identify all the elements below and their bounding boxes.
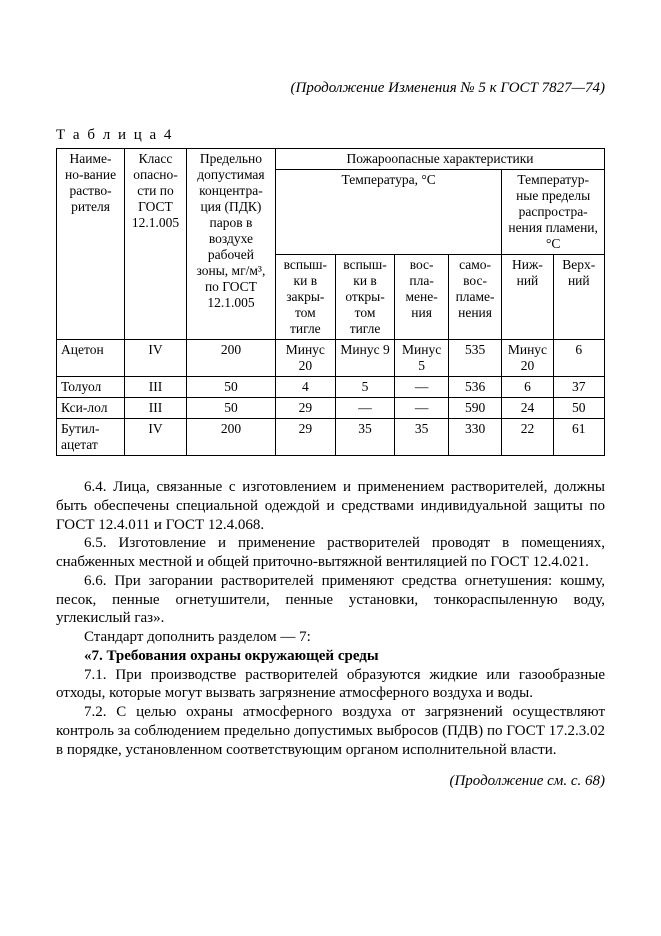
cell-pdk: 200 bbox=[186, 419, 275, 456]
cell-closed: 29 bbox=[275, 419, 335, 456]
cell-self: 535 bbox=[448, 340, 501, 377]
paragraph-64: 6.4. Лица, связанные с изготовлением и п… bbox=[56, 478, 605, 534]
cell-class: IV bbox=[125, 419, 187, 456]
cell-ignite: Минус 5 bbox=[395, 340, 448, 377]
col-spread: Температур-ные пределы распростра-нения … bbox=[502, 170, 605, 255]
col-name: Наиме-но-вание раство-рителя bbox=[57, 149, 125, 340]
cell-high: 37 bbox=[553, 377, 604, 398]
cell-open: 35 bbox=[335, 419, 395, 456]
cell-low: Минус 20 bbox=[502, 340, 553, 377]
cell-open: Минус 9 bbox=[335, 340, 395, 377]
cell-pdk: 200 bbox=[186, 340, 275, 377]
col-pdk: Предельно допустимая концентра-ция (ПДК)… bbox=[186, 149, 275, 340]
cell-high: 6 bbox=[553, 340, 604, 377]
paragraph-71: 7.1. При производстве растворителей обра… bbox=[56, 666, 605, 704]
table-row: Толуол III 50 4 5 — 536 6 37 bbox=[57, 377, 605, 398]
footer-continuation: (Продолжение см. с. 68) bbox=[56, 773, 605, 790]
paragraph-add: Стандарт дополнить разделом — 7: bbox=[56, 628, 605, 647]
header-continuation: (Продолжение Изменения № 5 к ГОСТ 7827—7… bbox=[56, 80, 605, 97]
sub-high: Верх-ний bbox=[553, 255, 604, 340]
body-text: 6.4. Лица, связанные с изготовлением и п… bbox=[56, 478, 605, 759]
cell-name: Кси-лол bbox=[57, 398, 125, 419]
paragraph-72: 7.2. С целью охраны атмосферного воздуха… bbox=[56, 703, 605, 759]
cell-self: 536 bbox=[448, 377, 501, 398]
table-row: Бутил-ацетат IV 200 29 35 35 330 22 61 bbox=[57, 419, 605, 456]
cell-closed: Минус 20 bbox=[275, 340, 335, 377]
sub-open: вспыш-ки в откры-том тигле bbox=[335, 255, 395, 340]
cell-ignite: — bbox=[395, 377, 448, 398]
sub-self: само-вос-пламе-нения bbox=[448, 255, 501, 340]
cell-low: 6 bbox=[502, 377, 553, 398]
cell-high: 61 bbox=[553, 419, 604, 456]
cell-ignite: — bbox=[395, 398, 448, 419]
cell-name: Бутил-ацетат bbox=[57, 419, 125, 456]
cell-class: IV bbox=[125, 340, 187, 377]
cell-ignite: 35 bbox=[395, 419, 448, 456]
cell-closed: 4 bbox=[275, 377, 335, 398]
cell-name: Толуол bbox=[57, 377, 125, 398]
document-page: (Продолжение Изменения № 5 к ГОСТ 7827—7… bbox=[0, 0, 661, 936]
paragraph-65: 6.5. Изготовление и применение растворит… bbox=[56, 534, 605, 572]
table-row: Кси-лол III 50 29 — — 590 24 50 bbox=[57, 398, 605, 419]
table-caption: Т а б л и ц а 4 bbox=[56, 127, 605, 144]
paragraph-7-title: «7. Требования охраны окружающей среды bbox=[56, 647, 605, 666]
cell-low: 24 bbox=[502, 398, 553, 419]
sub-closed: вспыш-ки в закры-том тигле bbox=[275, 255, 335, 340]
cell-low: 22 bbox=[502, 419, 553, 456]
sub-ignite: вос-пла-мене-ния bbox=[395, 255, 448, 340]
data-table: Наиме-но-вание раство-рителя Класс опасн… bbox=[56, 148, 605, 456]
sub-low: Ниж-ний bbox=[502, 255, 553, 340]
table-row: Ацетон IV 200 Минус 20 Минус 9 Минус 5 5… bbox=[57, 340, 605, 377]
cell-pdk: 50 bbox=[186, 398, 275, 419]
paragraph-66: 6.6. При загорании растворителей применя… bbox=[56, 572, 605, 628]
cell-open: 5 bbox=[335, 377, 395, 398]
cell-high: 50 bbox=[553, 398, 604, 419]
cell-pdk: 50 bbox=[186, 377, 275, 398]
col-fire: Пожароопасные характеристики bbox=[275, 149, 604, 170]
cell-self: 590 bbox=[448, 398, 501, 419]
cell-class: III bbox=[125, 377, 187, 398]
cell-class: III bbox=[125, 398, 187, 419]
cell-closed: 29 bbox=[275, 398, 335, 419]
col-class: Класс опасно-сти по ГОСТ 12.1.005 bbox=[125, 149, 187, 340]
col-temp: Температура, °С bbox=[275, 170, 501, 255]
cell-name: Ацетон bbox=[57, 340, 125, 377]
cell-open: — bbox=[335, 398, 395, 419]
cell-self: 330 bbox=[448, 419, 501, 456]
